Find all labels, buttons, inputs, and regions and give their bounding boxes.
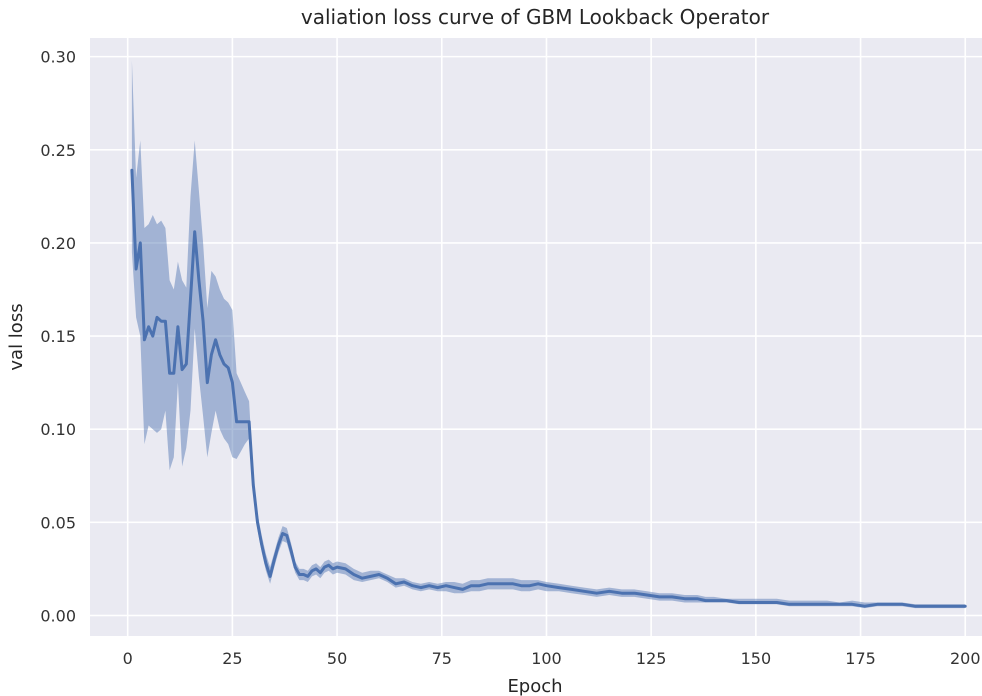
x-tick-labels: 0 25 50 75 100 125 150 175 200 [123, 649, 981, 668]
x-tick-label: 0 [123, 649, 133, 668]
x-tick-label: 150 [741, 649, 772, 668]
y-tick-label: 0.25 [40, 141, 76, 160]
x-tick-label: 25 [222, 649, 242, 668]
x-tick-label: 175 [845, 649, 876, 668]
x-tick-label: 100 [531, 649, 562, 668]
y-tick-labels: 0.00 0.05 0.10 0.15 0.20 0.25 0.30 [40, 48, 76, 626]
series-line [130, 168, 967, 608]
grid-lines [90, 38, 982, 636]
x-tick-label: 50 [327, 649, 347, 668]
y-axis-label: val loss [6, 303, 27, 370]
y-tick-label: 0.05 [40, 513, 76, 532]
y-tick-label: 0.00 [40, 607, 76, 626]
y-tick-label: 0.10 [40, 420, 76, 439]
y-tick-label: 0.30 [40, 48, 76, 67]
x-tick-label: 75 [432, 649, 452, 668]
x-tick-label: 125 [636, 649, 667, 668]
chart-title: valiation loss curve of GBM Lookback Ope… [301, 5, 770, 29]
series-line-group [130, 168, 967, 608]
x-tick-label: 200 [950, 649, 981, 668]
x-axis-label: Epoch [507, 676, 562, 696]
y-tick-label: 0.20 [40, 234, 76, 253]
plot-area [90, 38, 982, 636]
y-tick-label: 0.15 [40, 327, 76, 346]
